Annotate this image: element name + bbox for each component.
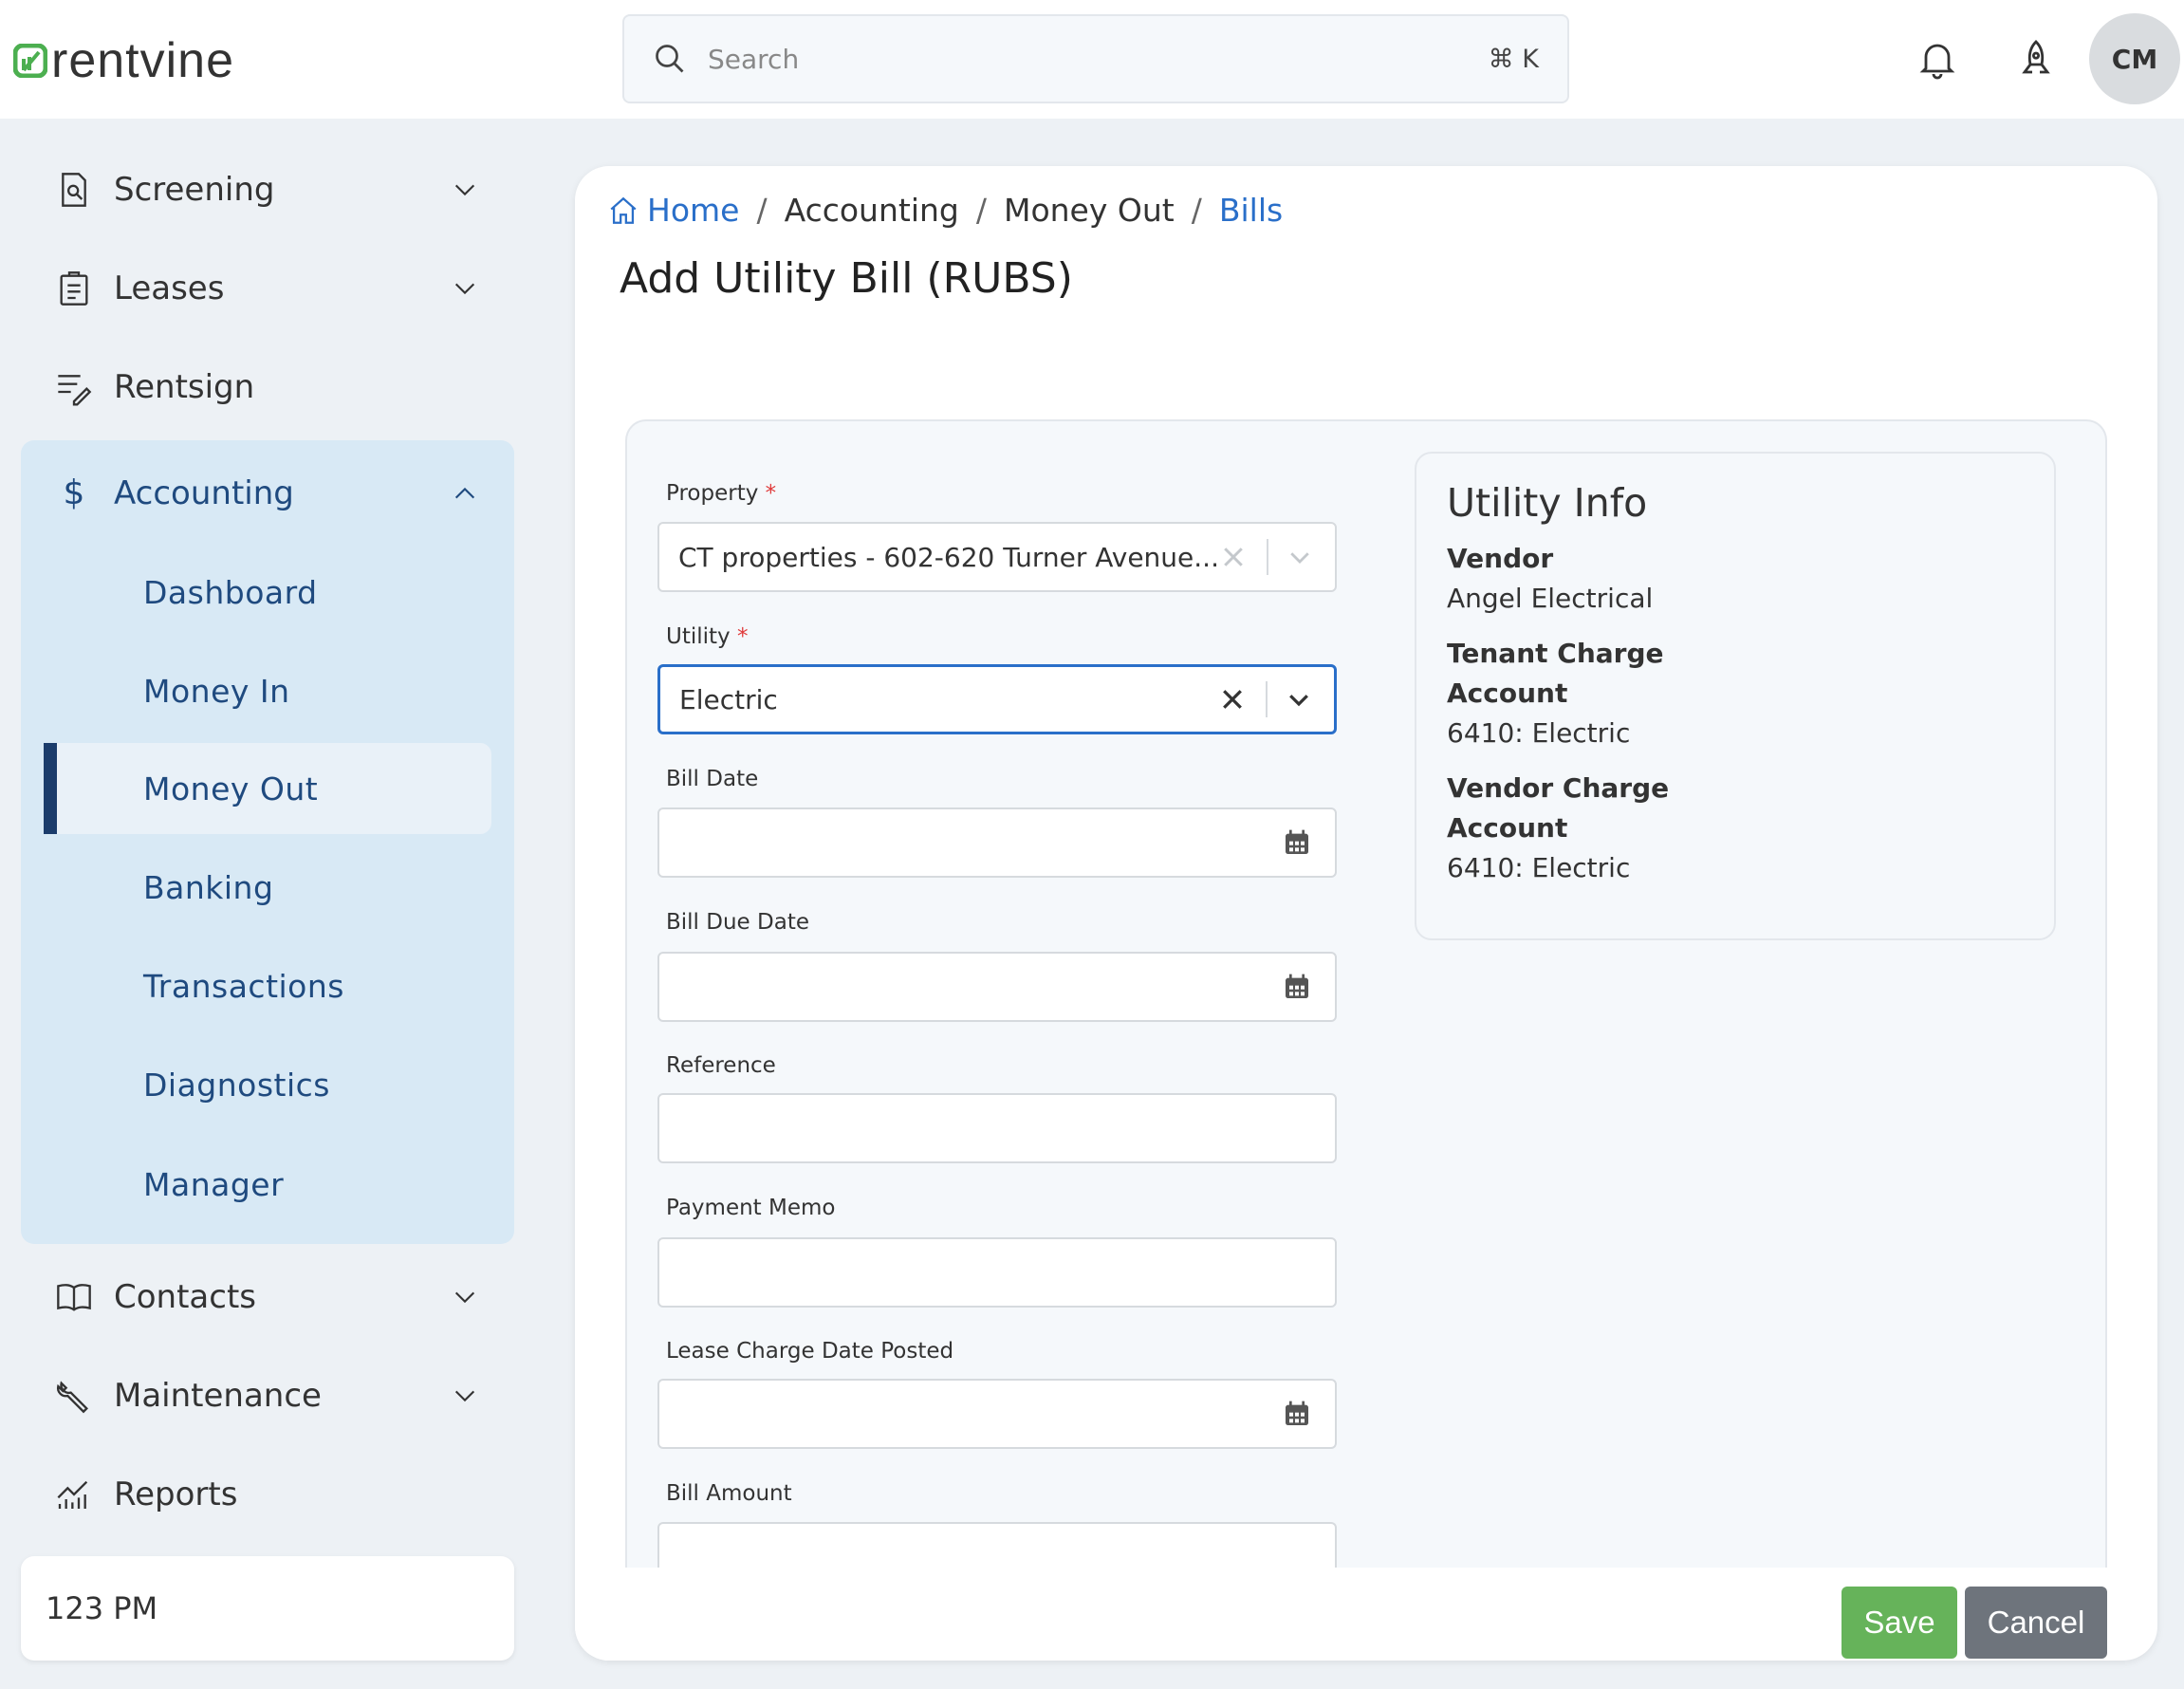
dollar-icon: $ [63, 473, 85, 512]
sidebar-subitem-dashboard[interactable]: Dashboard [143, 573, 318, 611]
utility-select[interactable]: Electric [657, 664, 1337, 734]
breadcrumb: Home / Accounting / Money Out / Bills [607, 192, 1283, 229]
payment-memo-label: Payment Memo [666, 1196, 836, 1220]
label-text: Property [666, 481, 759, 506]
required-mark: * [765, 481, 777, 506]
wrench-icon [56, 1381, 88, 1414]
bill-amount-label: Bill Amount [666, 1481, 792, 1506]
sidebar-item-label: Rentsign [114, 368, 255, 406]
vendor-charge-account-label: Vendor Charge Account [1447, 772, 1670, 844]
calendar-icon[interactable] [1282, 972, 1312, 1002]
accounting-section [21, 440, 514, 1244]
breadcrumb-accounting: Accounting [784, 192, 959, 229]
screening-icon [62, 173, 86, 207]
vendor-label: Vendor [1447, 543, 1554, 574]
bill-date-input[interactable] [657, 807, 1337, 878]
chevron-down-icon [454, 1390, 475, 1402]
rentvine-logo-icon [13, 44, 47, 78]
bill-due-date-input[interactable] [657, 952, 1337, 1022]
calendar-icon[interactable] [1282, 1399, 1312, 1429]
required-mark: * [736, 624, 749, 649]
lease-charge-date-input[interactable] [657, 1379, 1337, 1449]
chevron-down-icon [454, 283, 475, 295]
clear-icon[interactable] [1218, 685, 1247, 714]
bell-icon[interactable] [1915, 36, 1960, 82]
sidebar-item-maintenance[interactable]: Maintenance [21, 1353, 514, 1438]
sidebar-item-leases[interactable]: Leases [21, 246, 514, 331]
chevron-down-icon [454, 1291, 475, 1304]
search-shortcut: ⌘ K [1488, 44, 1539, 74]
sidebar-subitem-banking[interactable]: Banking [143, 868, 274, 906]
property-value: CT properties - 602-620 Turner Avenue... [678, 541, 1219, 573]
sidebar-item-label: Accounting [114, 474, 294, 512]
sidebar-item-label: Contacts [114, 1278, 256, 1316]
bill-date-label: Bill Date [666, 767, 759, 791]
sidebar-item-contacts[interactable]: Contacts [21, 1254, 514, 1340]
chevron-down-icon[interactable] [1285, 685, 1313, 714]
breadcrumb-home[interactable]: Home [647, 192, 740, 229]
breadcrumb-separator: / [756, 192, 768, 229]
calendar-icon[interactable] [1282, 827, 1312, 858]
lease-charge-date-label: Lease Charge Date Posted [666, 1339, 954, 1364]
sidebar-subitem-transactions[interactable]: Transactions [143, 967, 344, 1005]
vendor-charge-account-value: 6410: Electric [1447, 852, 1631, 883]
payment-memo-input[interactable] [657, 1237, 1337, 1308]
sidebar-item-label: Screening [114, 171, 275, 209]
breadcrumb-money-out: Money Out [1003, 192, 1175, 229]
tenant-charge-account-value: 6410: Electric [1447, 717, 1631, 749]
chevron-up-icon [454, 487, 475, 499]
utility-info-card: Utility Info Vendor Angel Electrical Ten… [1415, 452, 2056, 940]
home-icon[interactable] [607, 195, 639, 227]
logo-text: rentvine [51, 33, 234, 88]
divider [1267, 539, 1268, 575]
chevron-down-icon [454, 184, 475, 196]
save-button[interactable]: Save [1842, 1587, 1957, 1659]
clear-icon[interactable] [1219, 543, 1248, 571]
reference-input[interactable] [657, 1093, 1337, 1163]
search-placeholder: Search [708, 43, 800, 75]
breadcrumb-separator: / [975, 192, 987, 229]
chevron-down-icon[interactable] [1286, 543, 1314, 571]
tenant-charge-account-label: Tenant Charge Account [1447, 638, 1664, 709]
label-text: Utility [666, 624, 731, 649]
chart-icon [57, 1480, 88, 1509]
search-icon [656, 45, 684, 73]
reference-label: Reference [666, 1053, 776, 1078]
sidebar-item-label: Reports [114, 1476, 238, 1513]
avatar[interactable]: CM [2089, 13, 2180, 104]
top-header: rentvine Search ⌘ K CM [0, 0, 2184, 119]
cancel-button[interactable]: Cancel [1965, 1587, 2107, 1659]
logo[interactable]: rentvine [13, 36, 234, 85]
utility-info-title: Utility Info [1447, 480, 1648, 526]
user-card[interactable]: 123 PM [21, 1556, 514, 1661]
sign-icon [58, 375, 92, 406]
sidebar-item-rentsign[interactable]: Rentsign [21, 344, 514, 430]
sidebar-subitem-diagnostics[interactable]: Diagnostics [143, 1066, 330, 1104]
sidebar-item-label: Leases [114, 269, 225, 307]
breadcrumb-separator: / [1191, 192, 1202, 229]
sidebar-subitem-manager[interactable]: Manager [143, 1165, 285, 1203]
sidebar-subitem-money-in[interactable]: Money In [143, 672, 290, 710]
property-select[interactable]: CT properties - 602-620 Turner Avenue... [657, 522, 1337, 592]
book-icon [57, 1284, 91, 1311]
sidebar-item-accounting[interactable]: $ Accounting [21, 451, 514, 536]
vendor-value: Angel Electrical [1447, 583, 1654, 614]
breadcrumb-bills[interactable]: Bills [1218, 192, 1284, 229]
sidebar-item-label: Maintenance [114, 1377, 322, 1415]
sidebar-item-screening[interactable]: Screening [21, 147, 514, 232]
sidebar-subitem-money-out[interactable]: Money Out [44, 743, 491, 834]
rocket-icon[interactable] [2013, 36, 2059, 82]
search-input[interactable]: Search ⌘ K [622, 14, 1569, 103]
page-title: Add Utility Bill (RUBS) [620, 254, 1073, 303]
bill-due-date-label: Bill Due Date [666, 910, 809, 935]
divider [1266, 681, 1268, 717]
clipboard-icon [60, 271, 88, 306]
property-label: Property * [666, 481, 776, 506]
sidebar-item-reports[interactable]: Reports [21, 1452, 514, 1537]
utility-label: Utility * [666, 624, 748, 649]
utility-value: Electric [679, 683, 778, 715]
